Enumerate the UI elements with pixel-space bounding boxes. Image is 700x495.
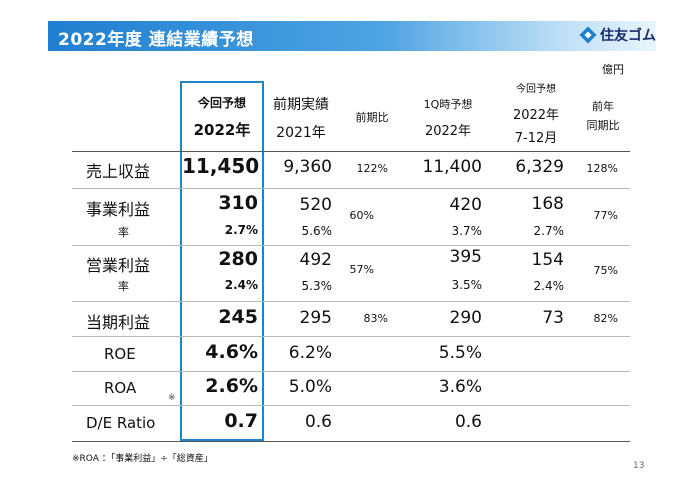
operating-profit-h2: 154 (531, 250, 564, 270)
net-profit-h2: 73 (542, 308, 564, 328)
header-rule (72, 151, 630, 152)
col-header-q1-forecast: 1Q時予想 2022年 (412, 96, 484, 139)
business-profit-forecast: 310 (218, 192, 258, 214)
roe-q1: 5.5% (438, 343, 482, 363)
net-profit-h2-yoy: 82% (593, 312, 618, 325)
unit-label: 億円 (602, 63, 624, 76)
sales-h2-yoy: 128% (586, 162, 618, 175)
roa-q1: 3.6% (438, 377, 482, 397)
de-ratio-prev: 0.6 (304, 412, 332, 432)
business-profit-rate-label: 率 (118, 226, 129, 239)
business-profit-prev-rate: 5.6% (301, 224, 333, 238)
operating-profit-forecast-rate: 2.4% (224, 278, 258, 292)
row-rule-5 (72, 371, 630, 372)
company-logo: 住友ゴム (579, 25, 656, 45)
sales-forecast: 11,450 (182, 154, 260, 178)
page-number: 13 (633, 461, 645, 471)
row-label-net-profit: 当期利益 (86, 313, 151, 332)
row-label-business-profit: 事業利益 (86, 200, 151, 219)
roa-prev: 5.0% (288, 377, 332, 397)
col-header-prev-actual-l1: 前期実績 (273, 97, 329, 113)
col-header-h2-forecast-l2: 2022年 (512, 108, 560, 123)
roa-footnote-mark: ※ (168, 393, 176, 403)
roe-forecast: 4.6% (205, 341, 258, 363)
row-label-de-ratio: D/E Ratio (86, 414, 156, 432)
logo-text: 住友ゴム (600, 28, 656, 44)
business-profit-yoy: 60% (349, 209, 374, 222)
roe-prev: 6.2% (288, 343, 332, 363)
col-header-forecast-l1: 今回予想 (197, 96, 246, 110)
operating-profit-yoy: 57% (349, 263, 374, 276)
page-title: 2022年度 連結業績予想 (58, 30, 254, 50)
operating-profit-rate-label: 率 (118, 280, 129, 293)
col-header-yoy-l1: 前期比 (355, 111, 389, 124)
col-header-prev-actual-l2: 2021年 (276, 125, 326, 141)
col-header-h2-forecast: 今回予想 2022年 7-12月 (500, 80, 572, 146)
operating-profit-forecast: 280 (218, 248, 258, 270)
col-header-h2-yoy-l1: 前年 (592, 100, 614, 113)
sales-q1: 11,400 (422, 157, 482, 177)
business-profit-q1-rate: 3.7% (451, 224, 483, 238)
sales-yoy: 122% (356, 162, 388, 175)
col-header-h2-yoy: 前年 同期比 (580, 98, 626, 133)
business-profit-q1: 420 (449, 195, 482, 215)
row-label-roe: ROE (104, 345, 136, 363)
row-rule-4 (72, 336, 630, 337)
business-profit-h2-rate: 2.7% (533, 224, 565, 238)
business-profit-forecast-rate: 2.7% (224, 223, 258, 237)
col-header-yoy: 前期比 (344, 109, 400, 125)
col-header-h2-forecast-l1: 今回予想 (516, 84, 556, 95)
operating-profit-prev-rate: 5.3% (301, 279, 333, 293)
de-ratio-q1: 0.6 (454, 412, 482, 432)
operating-profit-prev: 492 (299, 250, 332, 270)
diamond-logo-icon (579, 26, 597, 44)
operating-profit-h2-rate: 2.4% (533, 279, 565, 293)
col-header-h2-forecast-l3: 7-12月 (514, 131, 558, 146)
operating-profit-q1-rate: 3.5% (451, 278, 483, 292)
footnote: ※ROA ：「事業利益」÷「総資産」 (72, 454, 213, 464)
sales-prev: 9,360 (283, 157, 332, 177)
bottom-rule (72, 441, 630, 442)
business-profit-prev: 520 (299, 195, 332, 215)
sales-h2: 6,329 (515, 157, 564, 177)
net-profit-q1: 290 (449, 308, 482, 328)
de-ratio-forecast: 0.7 (224, 410, 258, 432)
col-header-prev-actual: 前期実績 2021年 (266, 94, 336, 142)
col-header-forecast-l2: 2022年 (193, 121, 251, 139)
row-label-operating-profit: 営業利益 (86, 256, 151, 275)
row-rule-2 (72, 245, 630, 246)
row-rule-1 (72, 188, 630, 189)
net-profit-prev: 295 (299, 308, 332, 328)
roa-forecast: 2.6% (205, 375, 258, 397)
forecast-highlight-box (180, 81, 264, 441)
net-profit-yoy: 83% (363, 312, 388, 325)
net-profit-forecast: 245 (218, 306, 258, 328)
business-profit-h2-yoy: 77% (593, 209, 618, 222)
operating-profit-q1: 395 (449, 247, 482, 267)
col-header-q1-forecast-l1: 1Q時予想 (423, 98, 473, 111)
business-profit-h2: 168 (531, 194, 564, 214)
row-label-sales: 売上収益 (86, 162, 151, 181)
title-bar: 2022年度 連結業績予想 住友ゴム (48, 21, 656, 51)
row-rule-6 (72, 405, 630, 406)
col-header-forecast: 今回予想 2022年 (182, 94, 262, 140)
row-label-roa: ROA (104, 379, 137, 397)
col-header-h2-yoy-l2: 同期比 (586, 119, 620, 132)
row-rule-3 (72, 301, 630, 302)
col-header-q1-forecast-l2: 2022年 (424, 124, 472, 139)
operating-profit-h2-yoy: 75% (593, 264, 618, 277)
